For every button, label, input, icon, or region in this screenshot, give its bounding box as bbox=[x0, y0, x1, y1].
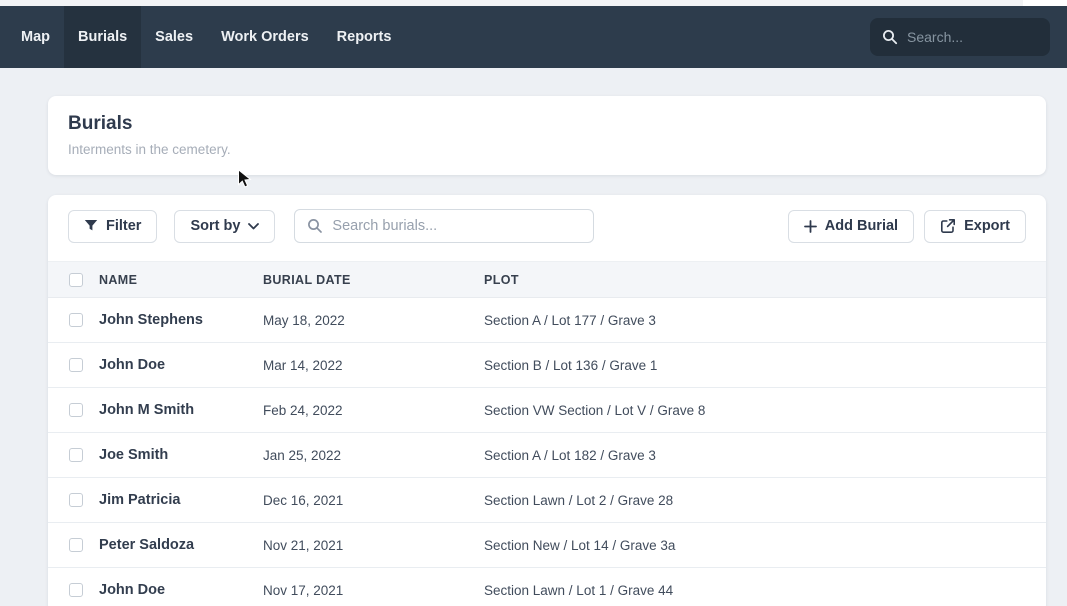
burial-plot: Section New / Lot 14 / Grave 3a bbox=[484, 522, 1046, 568]
sort-by-label: Sort by bbox=[190, 218, 241, 234]
filter-button-label: Filter bbox=[106, 218, 142, 234]
export-icon bbox=[940, 218, 956, 234]
column-header-name: NAME bbox=[99, 261, 263, 298]
burial-plot: Section A / Lot 177 / Grave 3 bbox=[484, 297, 1046, 343]
burial-name[interactable]: John Doe bbox=[99, 342, 263, 388]
filter-icon bbox=[84, 219, 98, 233]
burial-date: Nov 17, 2021 bbox=[263, 567, 484, 606]
filter-button[interactable]: Filter bbox=[68, 209, 158, 243]
row-checkbox[interactable] bbox=[69, 358, 83, 372]
burial-date: Nov 21, 2021 bbox=[263, 522, 484, 568]
burial-row[interactable]: John M Smith Feb 24, 2022 Section VW Sec… bbox=[48, 387, 1046, 433]
search-icon bbox=[307, 218, 323, 234]
export-label: Export bbox=[964, 218, 1010, 234]
add-burial-label: Add Burial bbox=[824, 218, 899, 234]
navbar-item[interactable]: Sales bbox=[141, 6, 207, 68]
row-checkbox[interactable] bbox=[69, 403, 83, 417]
burial-plot: Section Lawn / Lot 2 / Grave 28 bbox=[484, 477, 1046, 523]
burial-name[interactable]: Joe Smith bbox=[99, 432, 263, 478]
navbar-item-label: Sales bbox=[155, 29, 194, 45]
column-header-burial-date: BURIAL DATE bbox=[263, 261, 484, 298]
page-content: Burials Interments in the cemetery. Filt… bbox=[0, 68, 1067, 606]
burial-date: May 18, 2022 bbox=[263, 297, 484, 343]
burial-name[interactable]: Jim Patricia bbox=[99, 477, 263, 523]
burial-plot: Section B / Lot 136 / Grave 1 bbox=[484, 342, 1046, 388]
table-toolbar: Filter Sort by Add Burial bbox=[48, 195, 1046, 261]
row-checkbox[interactable] bbox=[69, 493, 83, 507]
navbar-item[interactable]: Work Orders bbox=[207, 6, 323, 68]
page-header-card: Burials Interments in the cemetery. bbox=[48, 96, 1046, 175]
burial-date: Feb 24, 2022 bbox=[263, 387, 484, 433]
page-subtitle: Interments in the cemetery. bbox=[68, 142, 231, 157]
burials-search[interactable] bbox=[294, 209, 595, 243]
navbar-item-label: Work Orders bbox=[221, 29, 309, 45]
burial-plot: Section VW Section / Lot V / Grave 8 bbox=[484, 387, 1046, 433]
navbar-item[interactable]: Reports bbox=[323, 6, 406, 68]
row-checkbox[interactable] bbox=[69, 583, 83, 597]
burial-date: Dec 16, 2021 bbox=[263, 477, 484, 523]
burial-plot: Section A / Lot 182 / Grave 3 bbox=[484, 432, 1046, 478]
burial-row[interactable]: John Doe Nov 17, 2021 Section Lawn / Lot… bbox=[48, 567, 1046, 606]
top-strip bbox=[0, 0, 1067, 6]
column-header-plot: PLOT bbox=[484, 261, 1046, 298]
navbar-item[interactable]: Burials bbox=[64, 6, 142, 68]
global-search-input[interactable] bbox=[907, 29, 1038, 45]
burial-name[interactable]: John Stephens bbox=[99, 297, 263, 343]
burial-name[interactable]: Peter Saldoza bbox=[99, 522, 263, 568]
export-button[interactable]: Export bbox=[924, 209, 1026, 243]
navbar-item[interactable]: Map bbox=[7, 6, 64, 68]
burial-row[interactable]: Peter Saldoza Nov 21, 2021 Section New /… bbox=[48, 522, 1046, 568]
burials-table-card: Filter Sort by Add Burial bbox=[48, 195, 1046, 606]
row-checkbox[interactable] bbox=[69, 313, 83, 327]
row-checkbox[interactable] bbox=[69, 538, 83, 552]
row-checkbox[interactable] bbox=[69, 448, 83, 462]
navbar-item-label: Reports bbox=[336, 29, 392, 45]
burial-row[interactable]: Jim Patricia Dec 16, 2021 Section Lawn /… bbox=[48, 477, 1046, 523]
burial-name[interactable]: John Doe bbox=[99, 567, 263, 606]
navbar-item-label: Map bbox=[21, 29, 50, 45]
burial-plot: Section Lawn / Lot 1 / Grave 44 bbox=[484, 567, 1046, 606]
burial-row[interactable]: John Stephens May 18, 2022 Section A / L… bbox=[48, 297, 1046, 343]
main-navbar: Map Burials Sales Work Orders Reports bbox=[0, 6, 1067, 68]
page-title: Burials bbox=[68, 113, 133, 134]
global-search[interactable] bbox=[870, 18, 1050, 56]
navbar-item-label: Burials bbox=[78, 29, 128, 45]
add-burial-button[interactable]: Add Burial bbox=[787, 209, 915, 243]
select-all-checkbox[interactable] bbox=[69, 272, 83, 287]
table-header-row: NAME BURIAL DATE PLOT bbox=[48, 261, 1046, 298]
sort-by-dropdown[interactable]: Sort by bbox=[174, 209, 276, 243]
burial-row[interactable]: Joe Smith Jan 25, 2022 Section A / Lot 1… bbox=[48, 432, 1046, 478]
search-icon bbox=[882, 29, 898, 45]
chevron-down-icon bbox=[248, 222, 260, 230]
burial-row[interactable]: John Doe Mar 14, 2022 Section B / Lot 13… bbox=[48, 342, 1046, 388]
plus-icon bbox=[803, 219, 817, 233]
burial-date: Jan 25, 2022 bbox=[263, 432, 484, 478]
burials-search-input[interactable] bbox=[332, 218, 582, 234]
burials-table: NAME BURIAL DATE PLOT John Stephens May … bbox=[48, 261, 1046, 606]
burial-date: Mar 14, 2022 bbox=[263, 342, 484, 388]
burial-name[interactable]: John M Smith bbox=[99, 387, 263, 433]
